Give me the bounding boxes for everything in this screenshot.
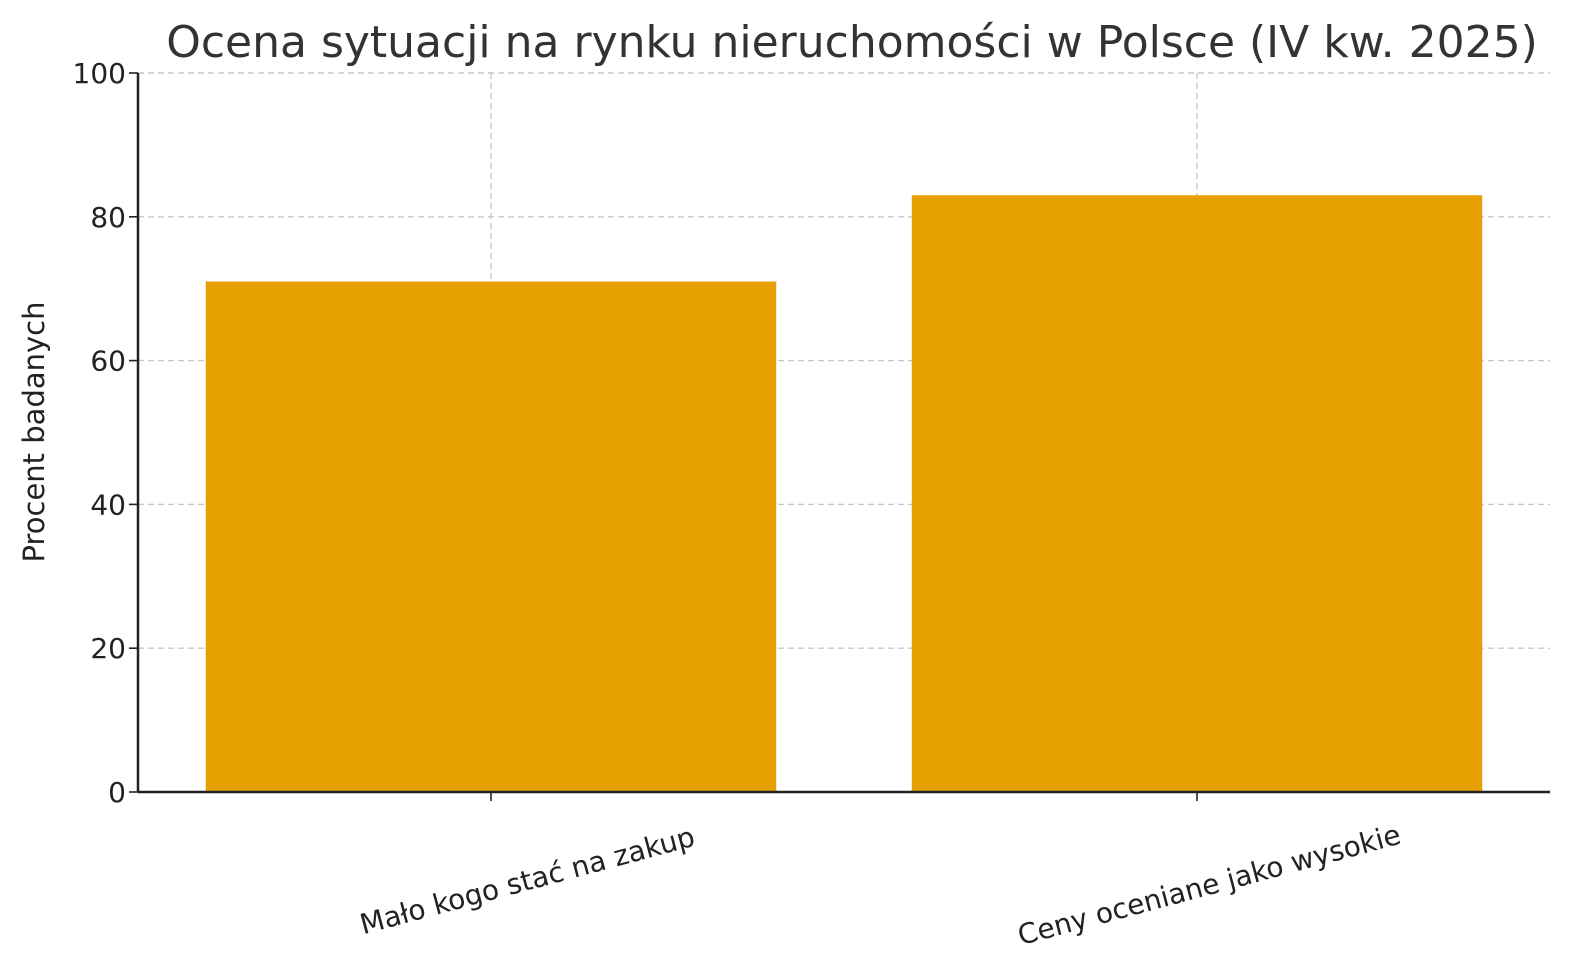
bar — [911, 195, 1483, 793]
bar — [205, 281, 777, 792]
y-tick-label: 80 — [90, 201, 126, 234]
y-tick-label: 40 — [90, 488, 126, 521]
y-tick-label: 20 — [90, 632, 126, 665]
y-tick-label: 60 — [90, 345, 126, 378]
x-tick-label: Mało kogo stać na zakup — [356, 820, 698, 941]
x-axis-ticks: Mało kogo stać na zakup Ceny oceniane jak… — [356, 792, 1404, 952]
y-axis-ticks: 0 20 40 60 80 100 — [73, 57, 138, 809]
axes — [136, 73, 1550, 794]
chart-title: Ocena sytuacji na rynku nieruchomości w … — [166, 17, 1538, 68]
bars — [205, 195, 1483, 793]
x-tick-label: Ceny oceniane jako wysokie — [1014, 818, 1404, 952]
y-tick-label: 0 — [108, 776, 126, 809]
y-axis-label: Procent badanych — [17, 302, 51, 563]
y-tick-label: 100 — [73, 57, 126, 90]
